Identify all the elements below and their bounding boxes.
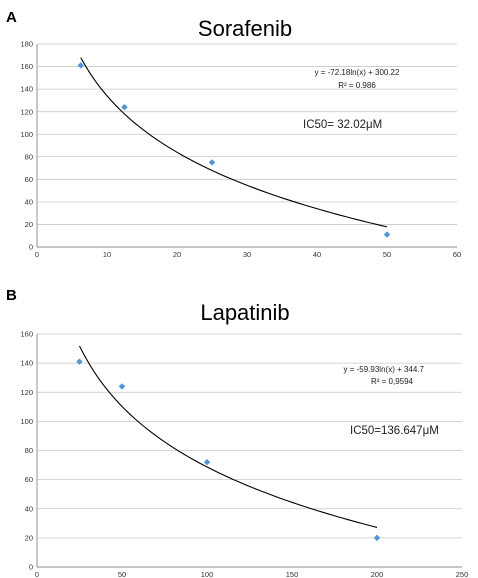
panel-a-y-tick-140: 140 xyxy=(20,85,33,94)
panel-a-x-tick-60: 60 xyxy=(453,250,461,259)
panel-b-grid xyxy=(36,333,462,568)
panel-a-y-tick-20: 20 xyxy=(25,220,33,229)
panel-b-y-ticks: 0 20 40 60 80 100 120 140 160 xyxy=(20,330,33,572)
panel-a-data-point xyxy=(77,62,84,69)
panel-a-x-tick-40: 40 xyxy=(313,250,321,259)
panel-a-points xyxy=(77,62,391,238)
panel-a-letter: A xyxy=(6,9,17,26)
panel-b-x-tick-100: 100 xyxy=(201,570,214,578)
panel-a-x-tick-30: 30 xyxy=(243,250,251,259)
panel-a-x-tick-0: 0 xyxy=(35,250,39,259)
panel-a-y-ticks: 0 20 40 60 80 100 120 140 160 180 xyxy=(20,40,33,252)
panel-a-x-tick-50: 50 xyxy=(383,250,391,259)
panel-b-title: Lapatinib xyxy=(200,300,289,325)
panel-b-y-tick-120: 120 xyxy=(20,388,33,397)
panel-b-r-squared: R² = 0,9594 xyxy=(371,377,414,386)
panel-a-x-ticks: 0 10 20 30 40 50 60 xyxy=(35,250,461,259)
panel-b-y-tick-160: 160 xyxy=(20,330,33,339)
panel-a-data-point xyxy=(208,159,216,166)
panel-b-data-point xyxy=(203,458,211,466)
panel-b-points xyxy=(76,358,381,542)
panel-a-y-tick-60: 60 xyxy=(25,175,33,184)
panel-a-y-tick-80: 80 xyxy=(25,152,33,161)
panel-b-letter: B xyxy=(6,287,17,304)
panel-b-y-tick-100: 100 xyxy=(20,417,33,426)
panel-a-trendline xyxy=(80,57,388,228)
panel-a-y-tick-160: 160 xyxy=(20,62,33,71)
panel-a-y-tick-180: 180 xyxy=(20,40,33,49)
panel-b-x-tick-0: 0 xyxy=(35,570,39,578)
panel-a-x-tick-10: 10 xyxy=(103,250,111,259)
panel-b-y-tick-0: 0 xyxy=(29,563,33,572)
panel-a: A Sorafenib 0 20 40 60 80 100 120 140 160 180 0 10… xyxy=(6,9,461,259)
panel-a-data-point xyxy=(121,103,128,111)
panel-b-data-point xyxy=(76,358,83,365)
panel-b-equation: y = -59.93ln(x) + 344.7 xyxy=(344,365,425,374)
panel-b-x-tick-150: 150 xyxy=(286,570,299,578)
panel-a-ic50: IC50= 32.02μM xyxy=(303,119,382,131)
panel-a-y-tick-120: 120 xyxy=(20,107,33,116)
panel-b-ic50: IC50=136.647μM xyxy=(350,425,439,437)
panel-b-data-point xyxy=(373,534,381,542)
panel-b-y-tick-20: 20 xyxy=(25,533,33,542)
panel-a-title: Sorafenib xyxy=(198,16,292,41)
panel-b-data-point xyxy=(118,383,126,390)
panel-b-x-ticks: 0 50 100 150 200 250 xyxy=(35,570,468,578)
panel-a-equation: y = -72.18ln(x) + 300.22 xyxy=(315,68,400,77)
panel-b-x-tick-50: 50 xyxy=(118,570,126,578)
panel-b-trendline xyxy=(79,345,378,528)
panel-a-x-tick-20: 20 xyxy=(173,250,181,259)
panel-a-data-point xyxy=(383,231,391,238)
panel-a-y-tick-100: 100 xyxy=(20,130,33,139)
panel-b: B Lapatinib 0 20 40 60 80 100 120 140 160 0 50 100… xyxy=(6,287,468,578)
panel-a-y-tick-40: 40 xyxy=(25,197,33,206)
panel-b-y-tick-80: 80 xyxy=(25,446,33,455)
panel-b-y-tick-140: 140 xyxy=(20,359,33,368)
panel-b-x-tick-250: 250 xyxy=(456,570,469,578)
panel-b-x-tick-200: 200 xyxy=(371,570,384,578)
panel-b-y-tick-60: 60 xyxy=(25,475,33,484)
panel-b-y-tick-40: 40 xyxy=(25,504,33,513)
panel-a-y-tick-0: 0 xyxy=(29,243,33,252)
panel-a-grid xyxy=(36,43,457,248)
panel-a-r-squared: R² = 0.986 xyxy=(338,81,376,90)
